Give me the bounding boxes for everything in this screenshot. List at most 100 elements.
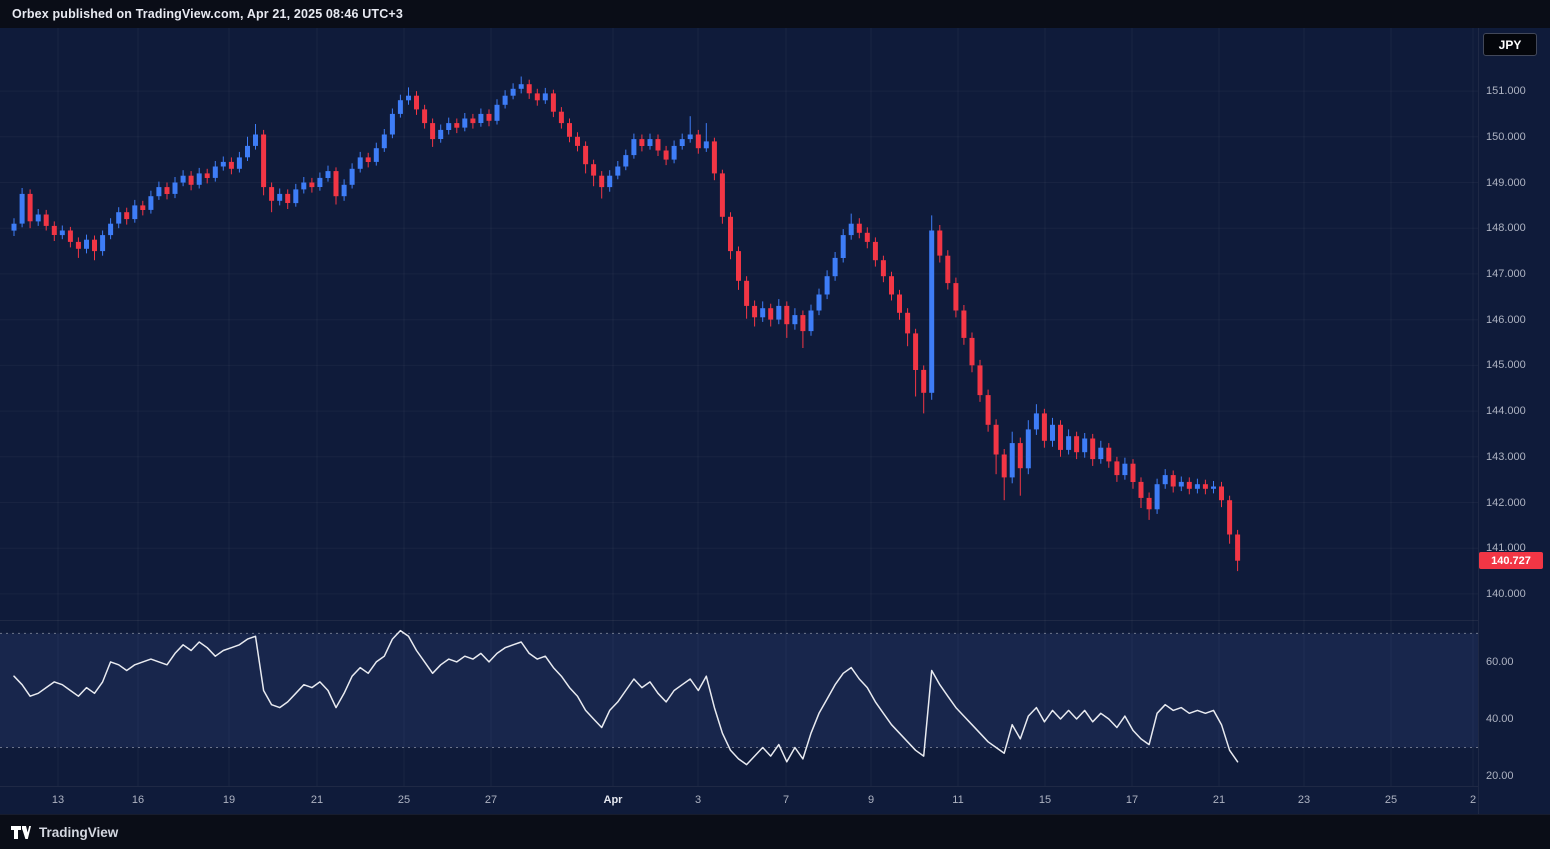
candle[interactable] <box>639 134 645 152</box>
currency-badge[interactable]: JPY <box>1483 33 1537 56</box>
candle[interactable] <box>567 118 572 143</box>
candle[interactable] <box>736 246 741 290</box>
candle[interactable] <box>655 134 661 157</box>
candle[interactable] <box>687 116 693 143</box>
rsi-chart[interactable] <box>0 620 1478 786</box>
candle[interactable] <box>937 225 943 263</box>
candle[interactable] <box>880 255 886 283</box>
candle[interactable] <box>253 124 258 150</box>
candle[interactable] <box>277 188 283 206</box>
candle[interactable] <box>824 270 830 300</box>
candle[interactable] <box>285 189 291 209</box>
candle[interactable] <box>381 129 387 152</box>
rsi-pane[interactable] <box>0 620 1478 786</box>
candle[interactable] <box>526 79 532 99</box>
candle[interactable] <box>671 140 677 164</box>
candle[interactable] <box>196 167 202 189</box>
candle[interactable] <box>792 308 798 330</box>
tradingview-logo-icon[interactable] <box>10 825 31 840</box>
candle[interactable] <box>349 163 355 189</box>
candle[interactable] <box>333 167 339 205</box>
candle[interactable] <box>784 301 790 338</box>
candle[interactable] <box>1194 478 1200 494</box>
candle[interactable] <box>43 209 49 231</box>
candle[interactable] <box>816 288 822 316</box>
candle[interactable] <box>510 83 516 100</box>
candle[interactable] <box>1162 469 1168 489</box>
candle[interactable] <box>550 89 556 118</box>
candle[interactable] <box>575 132 580 152</box>
candle[interactable] <box>422 104 428 129</box>
candle[interactable] <box>188 171 194 191</box>
candle[interactable] <box>856 218 862 239</box>
candle[interactable] <box>848 213 854 240</box>
candle[interactable] <box>462 113 468 132</box>
candle[interactable] <box>744 276 750 319</box>
candle[interactable] <box>59 225 65 240</box>
candle[interactable] <box>703 123 709 152</box>
candle[interactable] <box>156 181 162 200</box>
candle[interactable] <box>945 250 951 290</box>
candle[interactable] <box>245 136 250 161</box>
candle[interactable] <box>124 207 130 225</box>
candle[interactable] <box>373 142 379 166</box>
candle[interactable] <box>470 113 476 129</box>
candle[interactable] <box>776 299 782 325</box>
candle[interactable] <box>1106 443 1112 468</box>
candle[interactable] <box>961 305 967 345</box>
candle[interactable] <box>1001 449 1007 501</box>
candle[interactable] <box>1090 433 1096 466</box>
candle[interactable] <box>1178 476 1184 492</box>
candle[interactable] <box>695 129 701 154</box>
candle[interactable] <box>1082 433 1088 458</box>
candle[interactable] <box>502 90 508 109</box>
candle[interactable] <box>1138 477 1144 508</box>
candle[interactable] <box>1041 408 1047 448</box>
candle[interactable] <box>752 300 758 327</box>
candle[interactable] <box>631 133 637 159</box>
candle[interactable] <box>889 271 894 301</box>
candle[interactable] <box>1235 529 1241 572</box>
candle[interactable] <box>832 252 838 281</box>
candle[interactable] <box>414 91 419 115</box>
candle[interactable] <box>969 332 975 373</box>
candle[interactable] <box>1033 404 1039 435</box>
candle[interactable] <box>27 189 33 229</box>
candle[interactable] <box>228 157 234 175</box>
candle[interactable] <box>921 365 927 414</box>
candle[interactable] <box>897 289 902 320</box>
candle[interactable] <box>993 419 999 475</box>
candle[interactable] <box>397 94 403 118</box>
candle[interactable] <box>317 172 323 191</box>
candlestick-chart[interactable] <box>0 28 1478 620</box>
candle[interactable] <box>929 215 935 400</box>
candle[interactable] <box>534 88 540 106</box>
candle[interactable] <box>92 235 97 261</box>
candle[interactable] <box>599 171 605 199</box>
candle[interactable] <box>1009 431 1015 484</box>
candle[interactable] <box>164 182 170 200</box>
candle[interactable] <box>261 129 267 196</box>
candle[interactable] <box>51 221 57 241</box>
candle[interactable] <box>1130 459 1136 489</box>
tradingview-brand-text[interactable]: TradingView <box>39 824 119 840</box>
candle[interactable] <box>19 188 25 228</box>
candle[interactable] <box>719 169 725 224</box>
candle[interactable] <box>140 200 146 216</box>
candle[interactable] <box>75 237 81 258</box>
candle[interactable] <box>1025 420 1031 475</box>
candle[interactable] <box>913 328 919 397</box>
candle[interactable] <box>800 310 806 349</box>
candle[interactable] <box>67 226 73 248</box>
candle[interactable] <box>1122 457 1128 480</box>
candle[interactable] <box>1186 477 1192 495</box>
candle[interactable] <box>1170 470 1176 493</box>
candle[interactable] <box>301 177 307 194</box>
candle[interactable] <box>84 234 89 254</box>
candle[interactable] <box>341 179 347 201</box>
candle[interactable] <box>518 76 524 94</box>
time-axis[interactable]: 13 16 19 21 25 27 Apr 3 7 9 11 15 17 21 23 25 2 <box>0 786 1478 814</box>
candle[interactable] <box>1202 479 1208 495</box>
candle[interactable] <box>220 156 226 171</box>
candle[interactable] <box>647 133 653 150</box>
